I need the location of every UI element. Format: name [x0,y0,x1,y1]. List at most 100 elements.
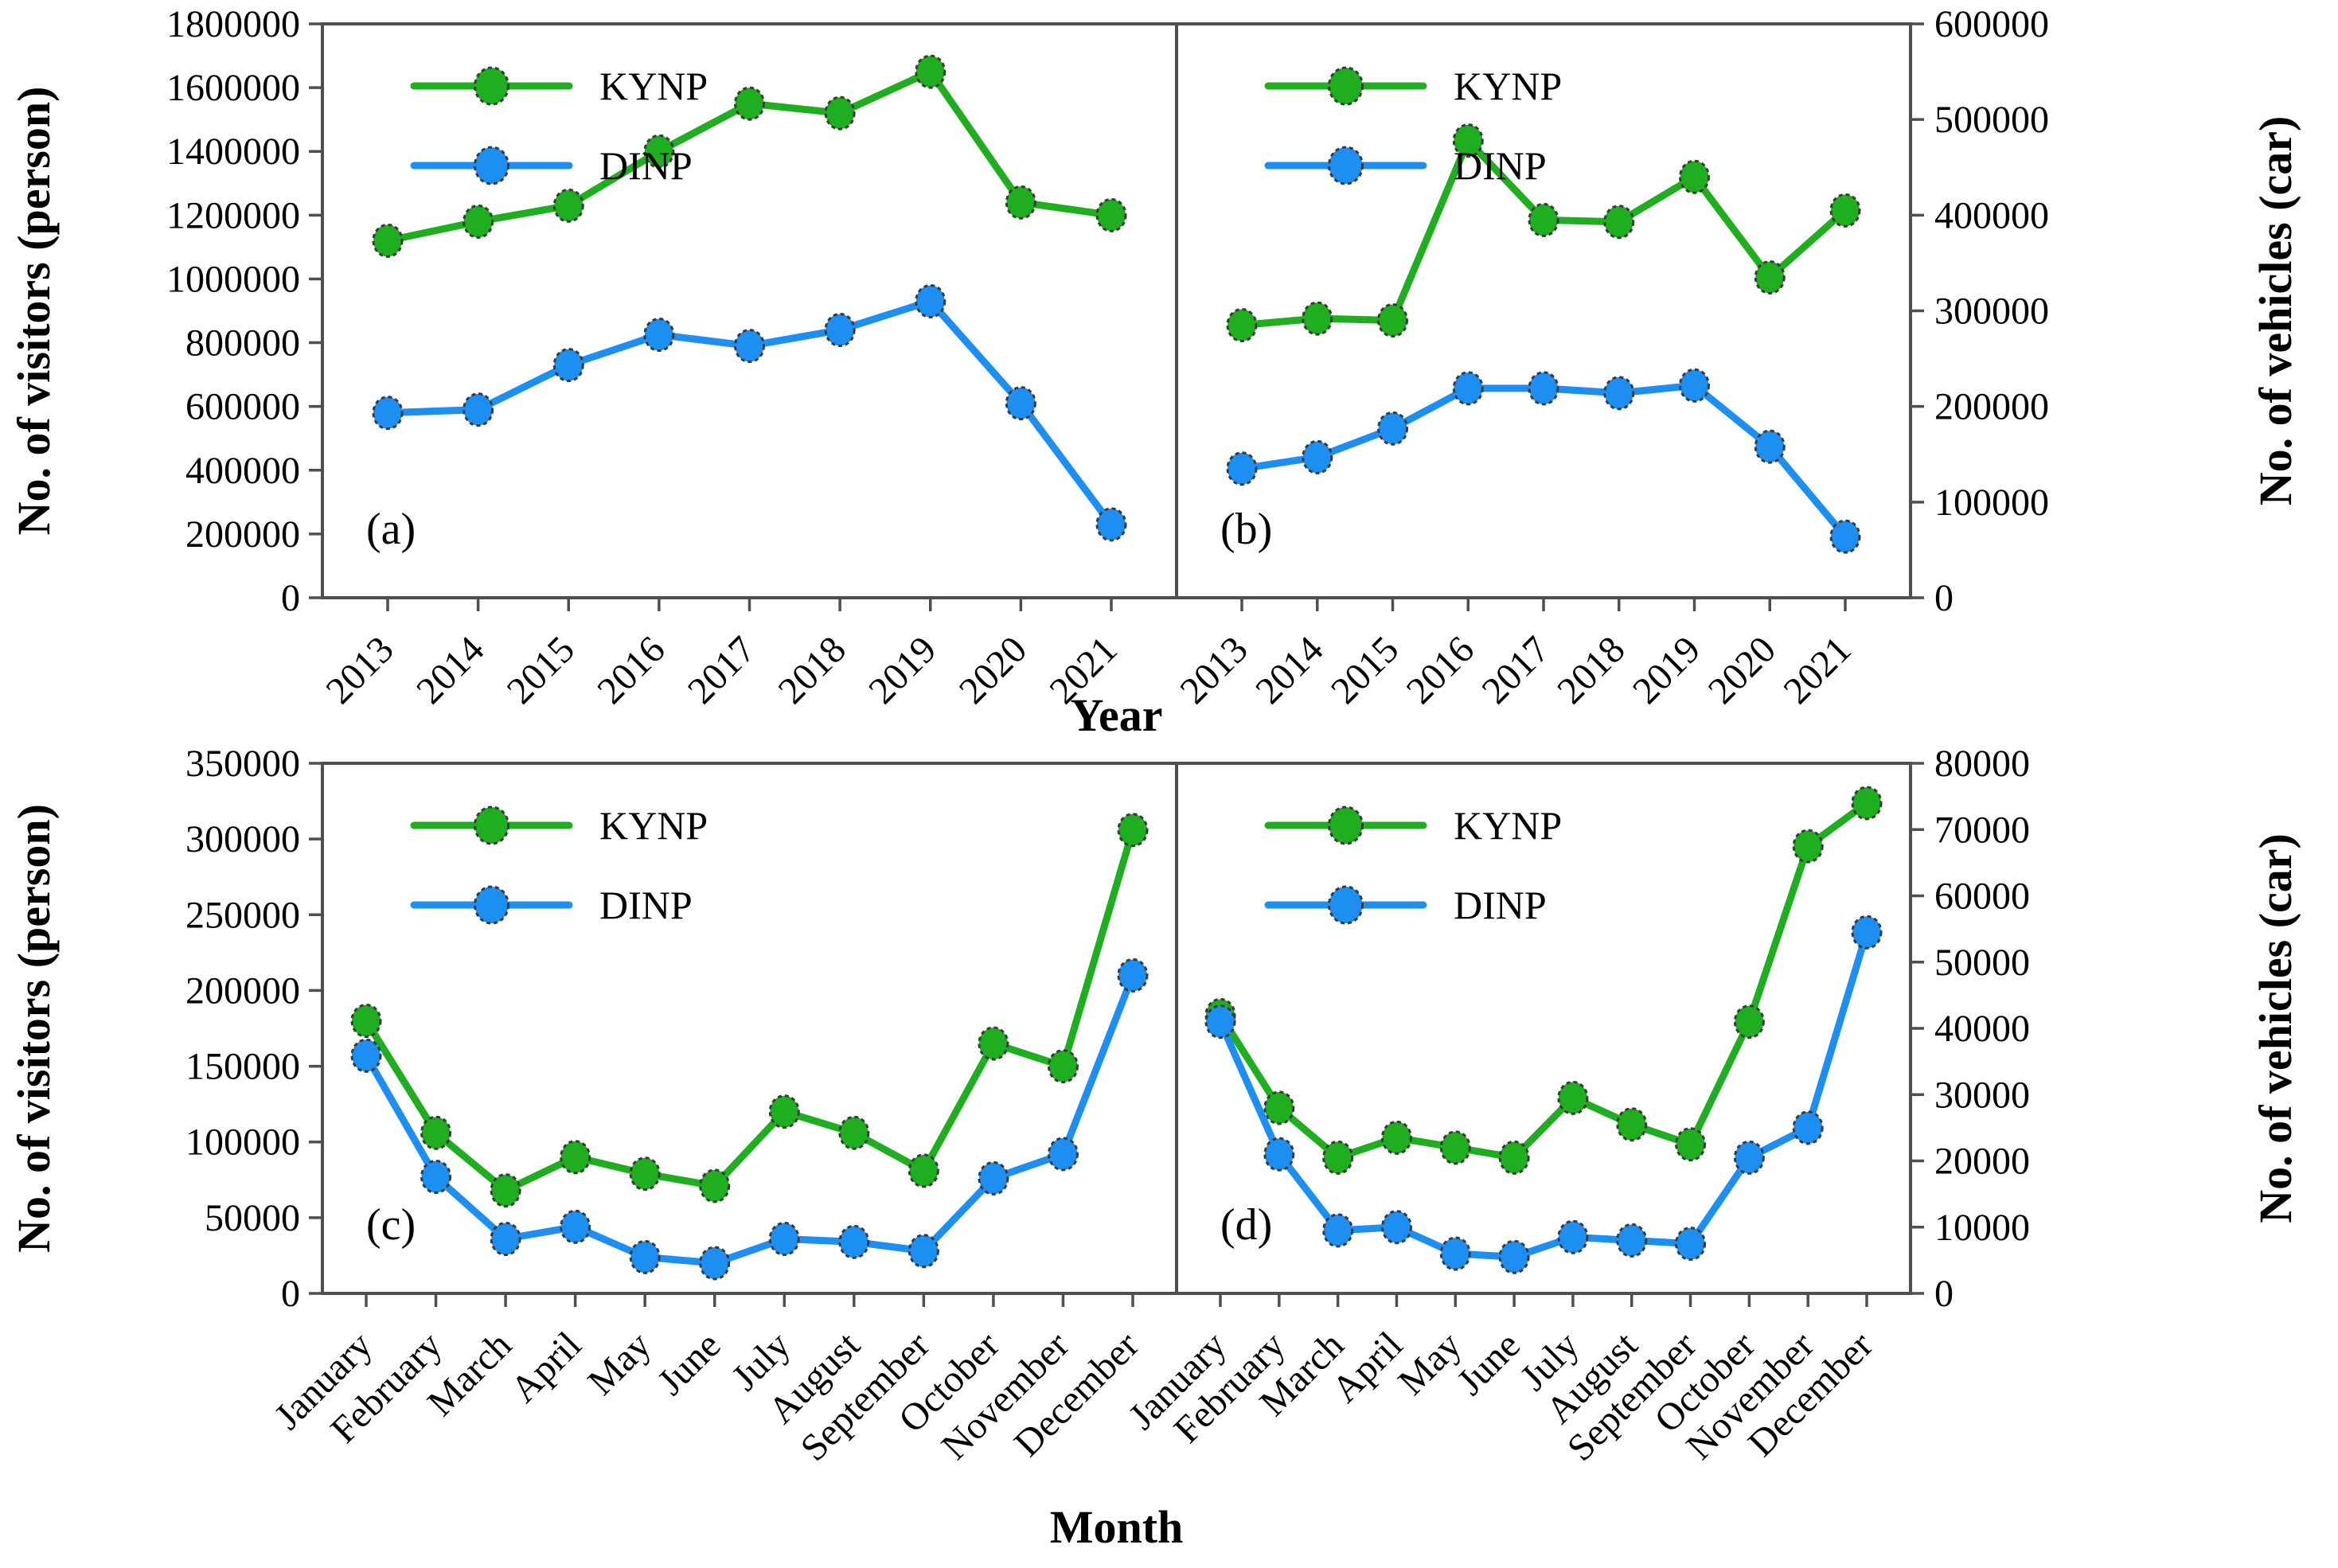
data-point-dinp [1380,1210,1412,1245]
y-tick-label: 1000000 [166,258,300,300]
data-point-dinp [1498,1239,1530,1274]
data-point-kynp [1226,308,1258,343]
data-point-dinp [1851,915,1883,950]
data-point-dinp [699,1246,731,1281]
y-tick-label: 0 [1934,1273,1954,1315]
panel-letter-label: (c) [366,1200,416,1250]
y-tick-label: 80000 [1934,743,2030,785]
data-point-kynp [1792,829,1824,864]
y-tick-label: 100000 [185,1121,300,1164]
y-tick-label: 150000 [185,1046,300,1088]
data-point-dinp [372,396,404,431]
y-tick-label: 10000 [1934,1207,2030,1249]
y-tick-label: 600000 [185,386,300,428]
legend-marker-dinp [474,146,509,185]
data-point-dinp [1117,958,1149,993]
y-tick-label: 1800000 [166,3,300,45]
data-point-dinp [1005,386,1036,421]
x-axis-title: Year [1071,689,1163,741]
data-point-kynp [1117,813,1149,848]
data-point-dinp [734,329,765,364]
y-tick-label: 30000 [1934,1074,2030,1116]
legend-label: KYNP [1454,803,1562,848]
y-tick-label: 70000 [1934,809,2030,851]
data-point-kynp [1733,1004,1765,1039]
data-point-kynp [463,204,494,239]
data-point-dinp [629,1239,661,1274]
data-point-dinp [1439,1236,1471,1271]
data-point-dinp [1452,371,1484,406]
data-point-kynp [1498,1140,1530,1175]
y-tick-label: 0 [281,577,300,619]
legend-label: KYNP [599,64,708,108]
y-tick-label: 500000 [1934,99,2049,141]
y-tick-label: 20000 [1934,1141,2030,1183]
y-tick-label: 200000 [185,513,300,556]
y-tick-label: 100000 [1934,482,2049,524]
legend-label: KYNP [1454,64,1562,108]
y-tick-label: 0 [1934,577,1954,619]
data-point-kynp [490,1173,521,1208]
data-point-dinp [1226,451,1258,486]
data-point-kynp [1047,1049,1079,1084]
data-point-dinp [768,1221,800,1256]
data-point-kynp [699,1168,731,1203]
data-point-kynp [552,188,584,223]
data-point-kynp [824,96,856,131]
legend-marker-dinp [1328,146,1364,185]
legend-label: DINP [599,883,693,927]
data-point-dinp [1557,1219,1589,1254]
data-point-dinp [1603,376,1635,411]
data-point-kynp [1439,1130,1471,1165]
data-point-dinp [1528,371,1559,406]
data-point-dinp [560,1209,591,1244]
data-point-kynp [1754,259,1786,294]
legend-marker-kynp [1328,66,1364,106]
y-axis-title-right: No. of vehicles (car) [2250,116,2301,506]
panel-frame [1175,762,1912,1295]
data-point-dinp [1263,1137,1295,1172]
y-tick-label: 40000 [1934,1008,2030,1050]
data-point-dinp [1616,1223,1648,1258]
panel-letter-label: (b) [1220,505,1272,554]
data-point-dinp [1679,368,1710,403]
y-tick-label: 200000 [1934,386,2049,428]
data-point-dinp [350,1038,382,1073]
data-point-kynp [1829,193,1861,228]
data-point-dinp [1047,1137,1079,1172]
data-point-dinp [1322,1213,1354,1248]
data-point-dinp [420,1159,452,1194]
y-tick-label: 50000 [1934,942,2030,984]
y-axis-title-right: No. of vehicles (car) [2250,833,2301,1223]
data-point-kynp [629,1156,661,1192]
data-point-dinp [1675,1227,1707,1262]
panel-frame [1175,22,1912,599]
data-point-kynp [372,223,404,258]
data-point-kynp [978,1026,1009,1061]
panel-letter-label: (d) [1220,1200,1272,1250]
data-point-kynp [1851,786,1883,821]
data-point-dinp [1792,1110,1824,1145]
data-point-dinp [1829,519,1861,554]
legend-marker-kynp [474,66,509,106]
data-point-kynp [768,1094,800,1129]
data-point-dinp [1302,439,1333,474]
data-point-kynp [1452,123,1484,158]
data-point-dinp [1204,1004,1236,1039]
data-point-kynp [1616,1107,1648,1142]
data-point-dinp [490,1221,521,1256]
data-point-kynp [1377,303,1408,338]
data-point-kynp [1095,197,1127,232]
data-point-kynp [1380,1120,1412,1155]
data-point-dinp [1733,1140,1765,1175]
y-axis-title-left: No. of visitors (person) [8,804,60,1253]
data-point-dinp [915,283,947,318]
legend-label: DINP [1454,143,1547,188]
legend-label: DINP [599,143,693,188]
data-point-kynp [1322,1140,1354,1175]
data-point-kynp [1302,301,1333,336]
data-point-kynp [1679,159,1710,194]
